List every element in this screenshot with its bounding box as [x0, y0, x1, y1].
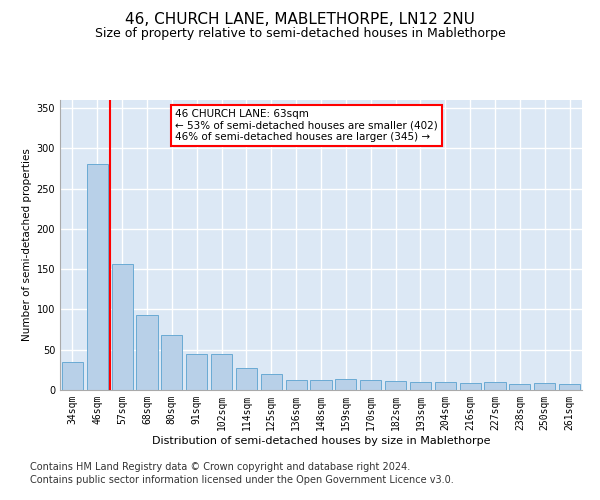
Y-axis label: Number of semi-detached properties: Number of semi-detached properties: [22, 148, 32, 342]
Bar: [236, 368, 257, 390]
Bar: [385, 381, 406, 390]
Bar: [360, 380, 381, 390]
Bar: [435, 382, 456, 390]
Bar: [410, 382, 431, 390]
Text: Contains public sector information licensed under the Open Government Licence v3: Contains public sector information licen…: [30, 475, 454, 485]
Bar: [112, 264, 133, 390]
Text: 46, CHURCH LANE, MABLETHORPE, LN12 2NU: 46, CHURCH LANE, MABLETHORPE, LN12 2NU: [125, 12, 475, 28]
Bar: [559, 384, 580, 390]
Bar: [310, 380, 332, 390]
Bar: [211, 354, 232, 390]
Bar: [509, 384, 530, 390]
Text: Size of property relative to semi-detached houses in Mablethorpe: Size of property relative to semi-detach…: [95, 28, 505, 40]
Text: Contains HM Land Registry data © Crown copyright and database right 2024.: Contains HM Land Registry data © Crown c…: [30, 462, 410, 472]
Bar: [534, 383, 555, 390]
Bar: [261, 374, 282, 390]
Text: 46 CHURCH LANE: 63sqm
← 53% of semi-detached houses are smaller (402)
46% of sem: 46 CHURCH LANE: 63sqm ← 53% of semi-deta…: [175, 108, 437, 142]
Bar: [460, 383, 481, 390]
Bar: [87, 164, 108, 390]
Bar: [286, 380, 307, 390]
Bar: [484, 382, 506, 390]
Bar: [186, 354, 207, 390]
X-axis label: Distribution of semi-detached houses by size in Mablethorpe: Distribution of semi-detached houses by …: [152, 436, 490, 446]
Bar: [335, 378, 356, 390]
Bar: [161, 335, 182, 390]
Bar: [136, 315, 158, 390]
Bar: [62, 362, 83, 390]
